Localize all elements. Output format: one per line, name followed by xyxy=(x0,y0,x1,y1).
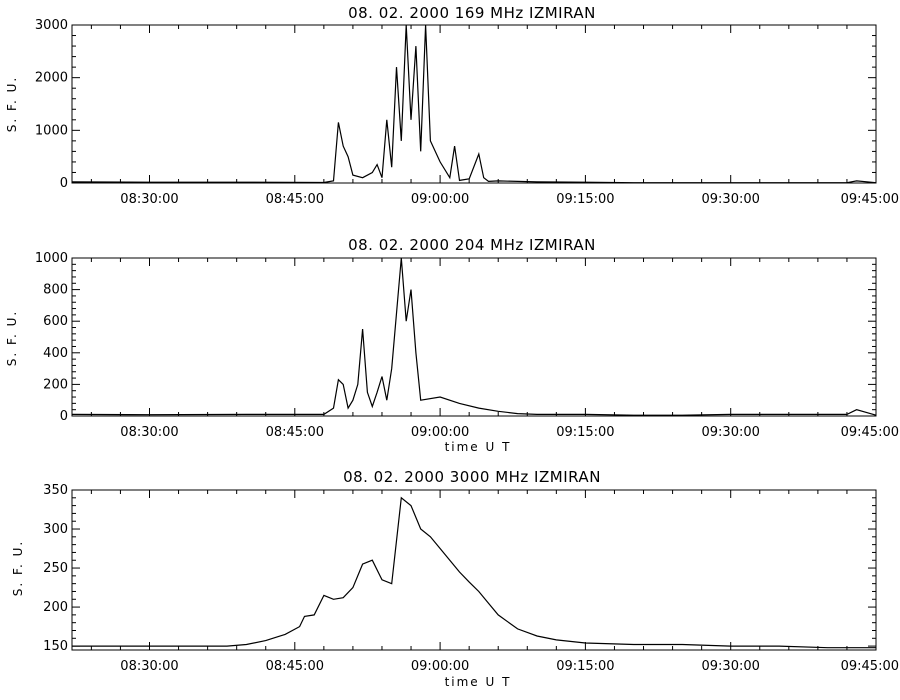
x-tick-label: 08:45:00 xyxy=(266,192,324,207)
y-tick-label: 150 xyxy=(43,639,68,654)
y-axis-label: S. F. U. xyxy=(5,76,19,132)
x-tick-label: 09:30:00 xyxy=(702,425,760,440)
series-line xyxy=(72,496,876,649)
x-axis-label: time U T xyxy=(445,675,512,689)
x-tick-label: 09:45:00 xyxy=(841,192,899,207)
y-axis-label: S. F. U. xyxy=(11,540,25,596)
x-tick-label: 09:30:00 xyxy=(702,192,760,207)
x-tick-label: 09:00:00 xyxy=(411,425,469,440)
y-tick-label: 300 xyxy=(43,522,68,537)
y-tick-label: 2000 xyxy=(35,71,68,86)
series-line xyxy=(71,24,877,184)
x-tick-label: 08:45:00 xyxy=(266,659,324,674)
y-tick-label: 0 xyxy=(60,409,68,424)
y-axis-label: S. F. U. xyxy=(5,310,19,366)
series-line xyxy=(71,257,877,416)
panel-title: 08. 02. 2000 169 MHz IZMIRAN xyxy=(348,4,596,22)
x-tick-label: 08:30:00 xyxy=(120,425,178,440)
y-tick-label: 1000 xyxy=(35,123,68,138)
x-tick-label: 08:45:00 xyxy=(266,425,324,440)
x-tick-label: 09:15:00 xyxy=(556,425,614,440)
plot-frame xyxy=(71,257,877,417)
panel-title: 08. 02. 2000 204 MHz IZMIRAN xyxy=(348,236,596,254)
y-ticks: 0 1000 2000 3000 xyxy=(35,18,876,191)
x-tick-label: 09:00:00 xyxy=(411,192,469,207)
y-ticks: 0 200 400 600 800 1000 xyxy=(35,251,876,424)
x-ticks: 08:30:00 08:45:00 09:00:00 09:15:00 09:30:00… xyxy=(90,25,899,207)
y-tick-label: 3000 xyxy=(35,18,68,33)
x-tick-label: 09:15:00 xyxy=(556,659,614,674)
y-tick-label: 800 xyxy=(43,283,68,298)
y-tick-label: 200 xyxy=(43,600,68,615)
y-tick-label: 1000 xyxy=(35,251,68,266)
y-tick-label: 400 xyxy=(43,346,68,361)
x-tick-label: 09:45:00 xyxy=(841,659,899,674)
x-tick-label: 08:30:00 xyxy=(120,659,178,674)
plot-frame xyxy=(71,24,877,184)
x-tick-label: 09:00:00 xyxy=(411,659,469,674)
y-tick-label: 200 xyxy=(43,377,68,392)
y-tick-label: 250 xyxy=(43,561,68,576)
panel-3000mhz: 08. 02. 2000 3000 MHz IZMIRAN S. F. U. t… xyxy=(11,468,899,689)
y-tick-label: 600 xyxy=(43,314,68,329)
plot-frame xyxy=(71,489,877,651)
x-tick-label: 09:30:00 xyxy=(702,659,760,674)
x-tick-label: 09:15:00 xyxy=(556,192,614,207)
x-axis-label: time U T xyxy=(445,440,512,454)
y-tick-label: 0 xyxy=(60,176,68,191)
y-tick-label: 350 xyxy=(43,483,68,498)
x-tick-label: 09:45:00 xyxy=(841,425,899,440)
panel-169mhz: 08. 02. 2000 169 MHz IZMIRAN S. F. U. 0 1… xyxy=(5,4,899,207)
x-tick-label: 08:30:00 xyxy=(120,192,178,207)
y-ticks: 150 200 250 300 350 xyxy=(43,483,876,654)
panel-204mhz: 08. 02. 2000 204 MHz IZMIRAN S. F. U. ti… xyxy=(5,236,899,454)
x-ticks: 08:30:00 08:45:00 09:00:00 09:15:00 09:30:00… xyxy=(90,258,899,440)
panel-title: 08. 02. 2000 3000 MHz IZMIRAN xyxy=(343,468,601,486)
